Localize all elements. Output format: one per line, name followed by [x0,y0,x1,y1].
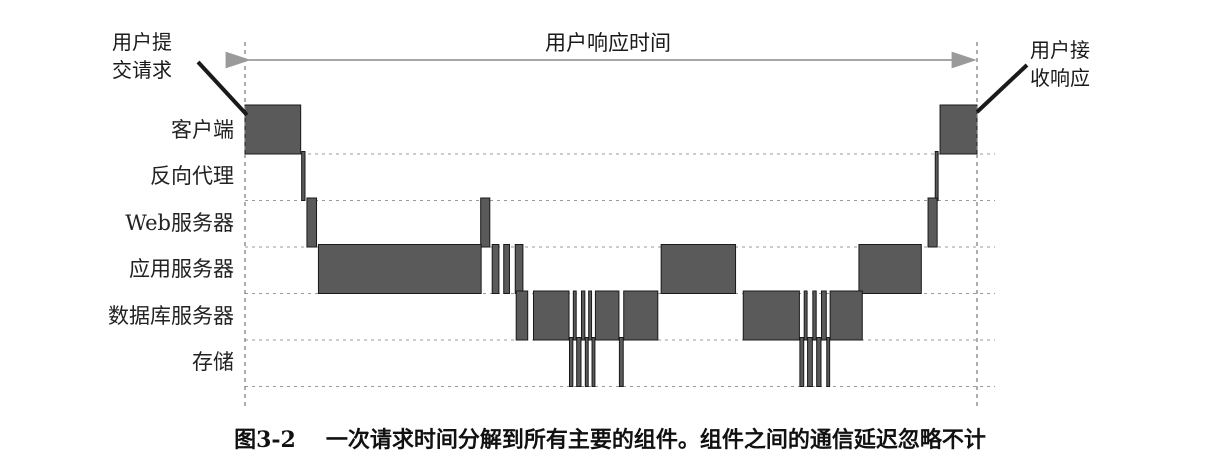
activity-bar [306,197,318,248]
activity-bar [491,244,500,294]
activity-bar [939,104,978,155]
lane-label: 数据库服务器 [108,303,234,328]
activity-bar [301,151,306,201]
activity-bar [591,337,596,387]
activity-bar [934,151,939,201]
activity-bar [584,337,589,387]
activity-bar [514,244,524,294]
activity-bar [803,290,808,341]
activity-bar [826,337,831,387]
activity-bar [244,104,302,155]
activity-bar [594,290,620,341]
response-label-line-2: 收响应 [1030,66,1090,90]
activity-bar [480,197,491,248]
request-label-line-1: 用户提 [112,30,172,54]
activity-bar [816,337,822,387]
lane-label: 应用服务器 [129,257,234,281]
activity-bar [623,290,659,341]
activity-bar [799,337,805,387]
activity-bar [820,290,827,341]
activity-bar [660,244,737,294]
activity-bar [568,337,574,387]
request-label-line-2: 交请求 [112,58,172,82]
caption-text: 一次请求时间分解到所有主要的组件。组件之间的通信延迟忽略不计 [325,427,986,453]
lane-label: 反向代理 [150,164,234,188]
activity-bar [858,244,922,294]
figure-number: 图3-2 [234,427,296,453]
request-pointer-line [196,60,249,117]
activity-bar [515,290,529,341]
activity-bar [576,337,582,387]
lane-label: 客户端 [171,117,234,142]
activity-bar [503,244,510,294]
request-label: 用户提 交请求 [112,28,172,84]
activity-bar [742,290,800,341]
activity-bar [580,290,586,341]
activity-bar [317,244,482,294]
activity-bar [807,337,813,387]
activity-bar [927,197,938,248]
lane-label: Web服务器 [125,210,234,235]
activity-bar [588,290,593,341]
activity-bar [812,290,817,341]
activity-bars [244,104,978,387]
figure-caption: 图3-2 一次请求时间分解到所有主要的组件。组件之间的通信延迟忽略不计 [0,422,1220,454]
activity-bar [618,337,624,387]
activity-bar [532,290,570,341]
response-label: 用户接 收响应 [1030,36,1090,92]
response-label-line-1: 用户接 [1030,38,1090,62]
activity-bar [829,290,863,341]
response-time-label: 用户响应时间 [545,31,671,55]
activity-bar [572,290,577,341]
response-pointer-line [975,63,1029,114]
lane-label: 存储 [192,350,234,374]
